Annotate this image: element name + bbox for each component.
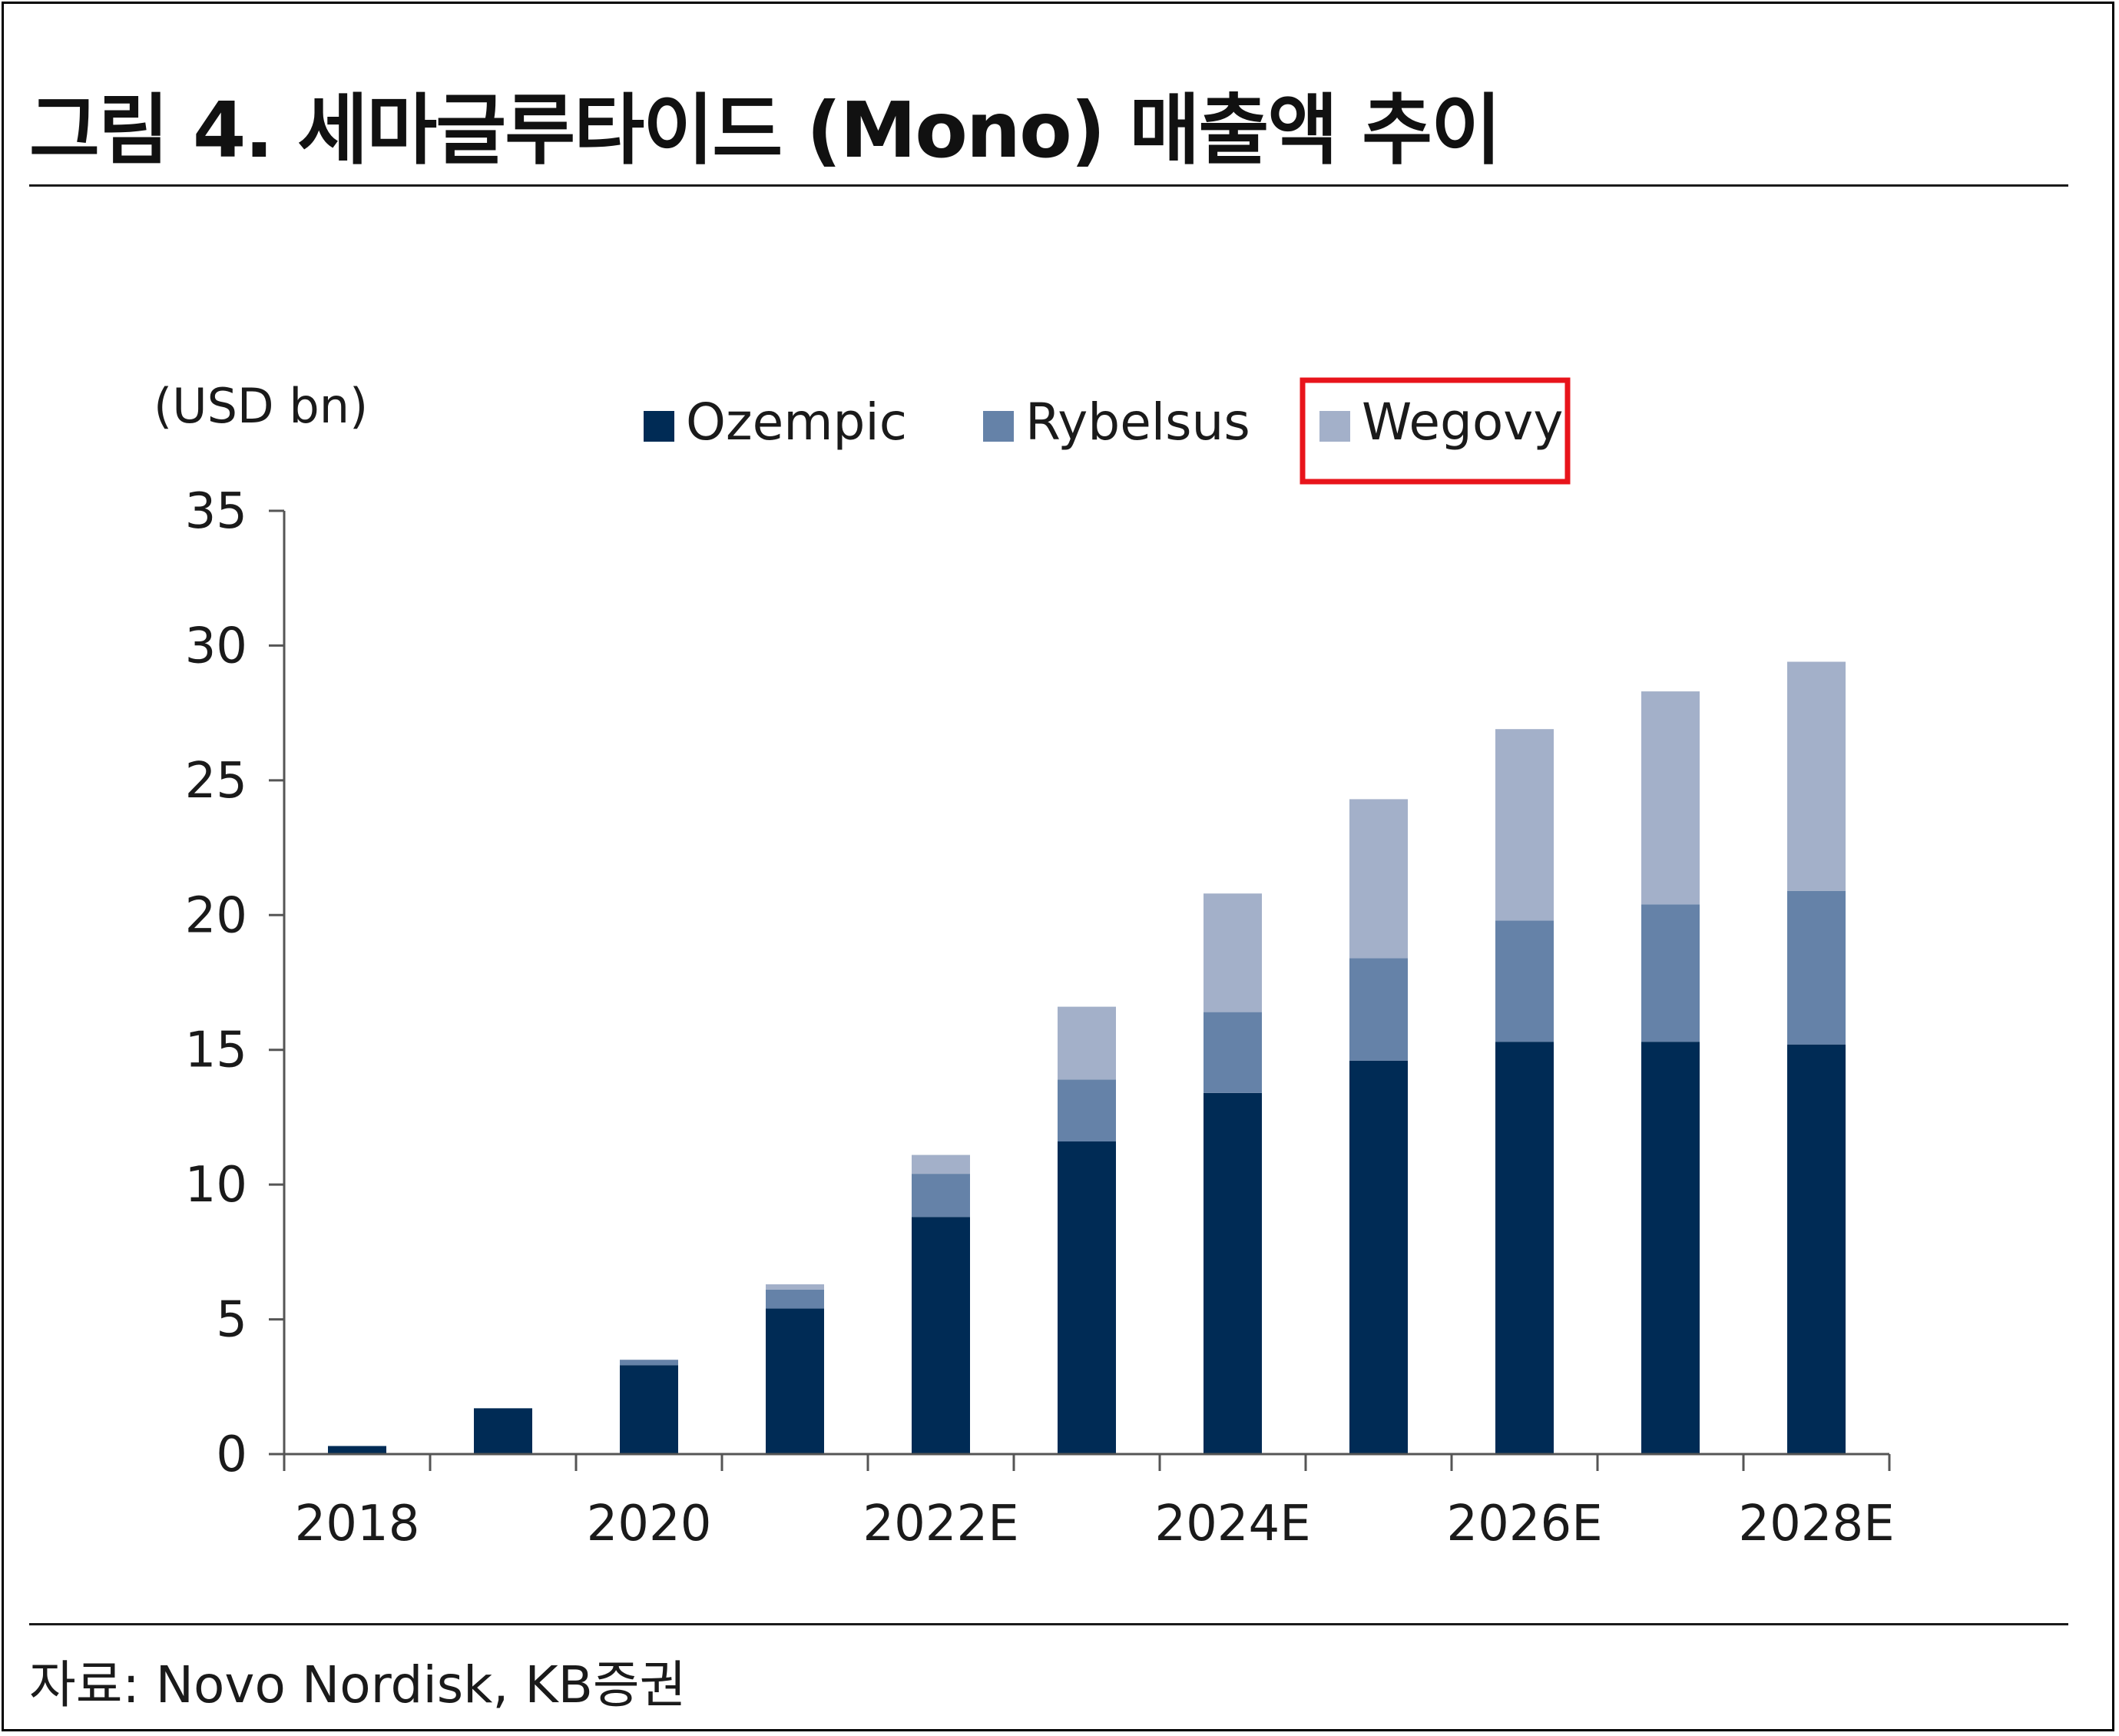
bar-ozempic-2024e: [1204, 1092, 1262, 1454]
y-tick-label: 10: [185, 1157, 247, 1214]
x-tick-label: 2022E: [862, 1496, 1018, 1552]
bar-rybelsus-2024e: [1204, 1012, 1262, 1093]
bar-wegovy-2023e: [1058, 1006, 1116, 1080]
legend-swatch-wegovy: [1319, 411, 1350, 442]
bar-rybelsus-2026e: [1495, 920, 1554, 1042]
bar-rybelsus-2022e: [912, 1174, 970, 1218]
bar-rybelsus-2025e: [1349, 958, 1408, 1061]
bar-ozempic-2021: [766, 1308, 824, 1454]
highlight-box: [1300, 377, 1571, 485]
x-tick-label: 2020: [587, 1496, 712, 1552]
y-unit-label: (USD bn): [154, 378, 368, 434]
y-tick-label: 5: [216, 1292, 247, 1349]
legend-label-ozempic: Ozempic: [686, 393, 907, 452]
y-tick-label: 0: [216, 1426, 247, 1483]
bar-ozempic-2026e: [1495, 1042, 1554, 1454]
title-divider: [29, 184, 2068, 187]
bar-ozempic-2020: [620, 1365, 678, 1454]
bar-wegovy-2021: [766, 1284, 824, 1290]
bar-rybelsus-2028e: [1787, 890, 1846, 1045]
legend: Ozempic Rybelsus Wegovy: [644, 393, 1563, 452]
y-tick-label: 35: [185, 483, 247, 540]
legend-highlight: [1300, 377, 1571, 485]
bar-rybelsus-2023e: [1058, 1079, 1116, 1142]
bar-wegovy-2024e: [1204, 893, 1262, 1012]
bar-ozempic-2028e: [1787, 1044, 1846, 1454]
bar-wegovy-2026e: [1495, 729, 1554, 921]
bar-rybelsus-2020: [620, 1360, 678, 1366]
bar-ozempic-2022e: [912, 1217, 970, 1454]
legend-swatch-ozempic: [644, 411, 674, 442]
x-tick-label: 2026E: [1446, 1496, 1602, 1552]
x-tick-label: 2018: [295, 1496, 420, 1552]
bar-ozempic-2025e: [1349, 1060, 1408, 1454]
bar-wegovy-2025e: [1349, 799, 1408, 959]
bar-ozempic-2018: [328, 1446, 386, 1454]
y-tick-label: 30: [185, 618, 247, 674]
bar-rybelsus-2027e: [1641, 904, 1700, 1042]
legend-label-rybelsus: Rybelsus: [1025, 393, 1250, 452]
bar-ozempic-2023e: [1058, 1141, 1116, 1454]
legend-label-wegovy: Wegovy: [1362, 393, 1563, 452]
source-divider: [29, 1623, 2068, 1625]
figure-title: 그림 4. 세마글루타이드 (Mono) 매출액 추이: [29, 85, 1502, 175]
bar-wegovy-2028e: [1787, 661, 1846, 891]
source-note: 자료: Novo Nordisk, KB증권: [29, 1655, 687, 1714]
y-tick-label: 15: [185, 1022, 247, 1079]
bar-ozempic-2027e: [1641, 1042, 1700, 1454]
y-tick-label: 20: [185, 887, 247, 944]
bar-rybelsus-2021: [766, 1289, 824, 1309]
bar-wegovy-2022e: [912, 1155, 970, 1174]
legend-swatch-rybelsus: [983, 411, 1014, 442]
bar-wegovy-2027e: [1641, 691, 1700, 905]
x-tick-label: 2028E: [1738, 1496, 1894, 1552]
axes: 0 5 10 15 20 25 30 35 2018 2020 2022E 2024E 2026E 202…: [185, 483, 1895, 1552]
bar-ozempic-2019: [474, 1408, 532, 1454]
y-tick-label: 25: [185, 753, 247, 810]
bars: [328, 661, 1846, 1454]
x-tick-label: 2024E: [1154, 1496, 1310, 1552]
